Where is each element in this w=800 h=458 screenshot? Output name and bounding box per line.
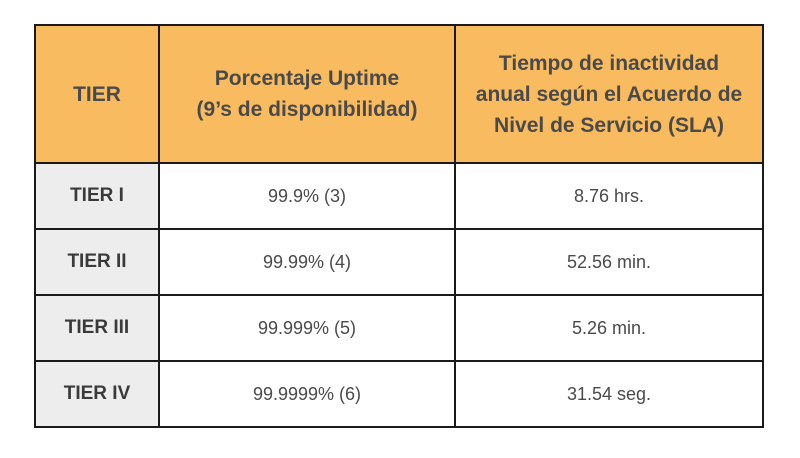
uptime-cell: 99.99% (4) [158, 228, 456, 296]
table-row: TIER II 99.99% (4) 52.56 min. [34, 228, 764, 296]
tier-uptime-table: TIER Porcentaje Uptime (9’s de disponibi… [34, 24, 764, 428]
downtime-cell: 52.56 min. [454, 228, 764, 296]
uptime-cell: 99.999% (5) [158, 294, 456, 362]
table-row: TIER I 99.9% (3) 8.76 hrs. [34, 162, 764, 230]
header-tier: TIER [34, 24, 160, 164]
header-uptime: Porcentaje Uptime (9’s de disponibilidad… [158, 24, 456, 164]
header-downtime: Tiempo de inactividad anual según el Acu… [454, 24, 764, 164]
downtime-cell: 31.54 seg. [454, 360, 764, 428]
tier-label-cell: TIER I [34, 162, 160, 230]
header-row: TIER Porcentaje Uptime (9’s de disponibi… [34, 24, 764, 164]
table-header: TIER Porcentaje Uptime (9’s de disponibi… [34, 24, 764, 164]
tier-label-cell: TIER IV [34, 360, 160, 428]
header-downtime-line-1: Tiempo de inactividad [498, 51, 720, 75]
table-row: TIER III 99.999% (5) 5.26 min. [34, 294, 764, 362]
table-body: TIER I 99.9% (3) 8.76 hrs. TIER II 99.99… [34, 162, 764, 428]
header-uptime-line-1: Porcentaje Uptime [214, 67, 400, 90]
downtime-cell: 8.76 hrs. [454, 162, 764, 230]
tier-label-cell: TIER III [34, 294, 160, 362]
header-downtime-line-2: anual según el Acuerdo de [475, 82, 743, 106]
tier-label-cell: TIER II [34, 228, 160, 296]
header-uptime-line-2: (9’s de disponibilidad) [196, 98, 418, 121]
table-row: TIER IV 99.9999% (6) 31.54 seg. [34, 360, 764, 428]
uptime-cell: 99.9999% (6) [158, 360, 456, 428]
uptime-cell: 99.9% (3) [158, 162, 456, 230]
header-downtime-line-3: Nivel de Servicio (SLA) [494, 113, 724, 137]
downtime-cell: 5.26 min. [454, 294, 764, 362]
